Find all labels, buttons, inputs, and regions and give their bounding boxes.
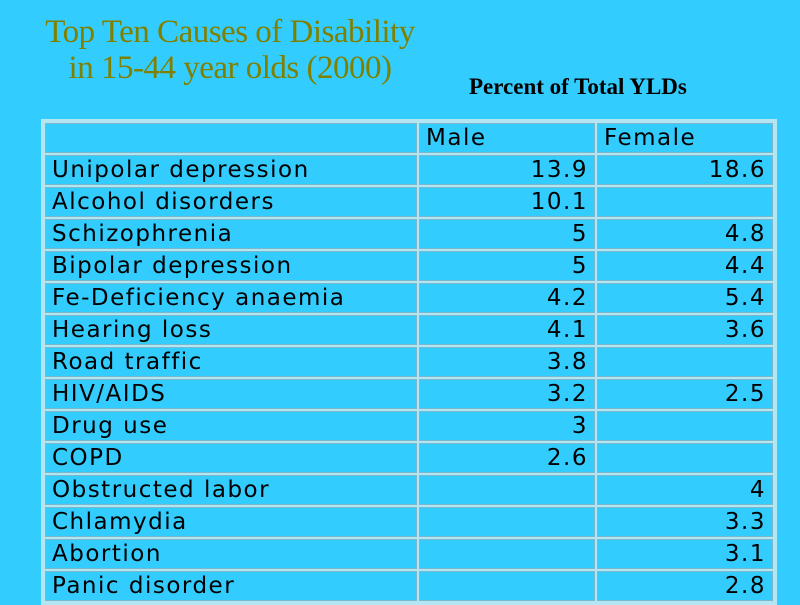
table-row: Obstructed labor 4 — [45, 475, 773, 505]
row-label-cell: Road traffic — [45, 347, 417, 377]
male-value-cell: 2.6 — [419, 443, 595, 473]
table-row: COPD 2.6 — [45, 443, 773, 473]
female-value-cell: 4.4 — [597, 251, 773, 281]
female-value-cell: 4.8 — [597, 219, 773, 249]
table-row: HIV/AIDS 3.2 2.5 — [45, 379, 773, 409]
female-value-cell: 3.3 — [597, 507, 773, 537]
table-row: Road traffic 3.8 — [45, 347, 773, 377]
table-row: Bipolar depression 5 4.4 — [45, 251, 773, 281]
table-row: Schizophrenia 5 4.8 — [45, 219, 773, 249]
disability-table: Male Female Unipolar depression 13.9 18.6 A… — [41, 119, 777, 605]
female-value-cell: 2.5 — [597, 379, 773, 409]
row-label-cell: HIV/AIDS — [45, 379, 417, 409]
male-value-cell — [419, 539, 595, 569]
male-value-cell: 4.1 — [419, 315, 595, 345]
male-value-cell — [419, 571, 595, 601]
female-value-cell — [597, 187, 773, 217]
header-cell-blank — [45, 123, 417, 153]
table-subtitle: Percent of Total YLDs — [469, 74, 687, 99]
row-label-cell: Chlamydia — [45, 507, 417, 537]
row-label-cell: Obstructed labor — [45, 475, 417, 505]
row-label-cell: Bipolar depression — [45, 251, 417, 281]
table-row: Fe-Deficiency anaemia 4.2 5.4 — [45, 283, 773, 313]
table-row: Abortion 3.1 — [45, 539, 773, 569]
male-value-cell: 5 — [419, 251, 595, 281]
table-row: Chlamydia 3.3 — [45, 507, 773, 537]
title-line-1: Top Ten Causes of Disability — [45, 14, 415, 50]
female-value-cell: 4 — [597, 475, 773, 505]
male-value-cell: 3.2 — [419, 379, 595, 409]
table-row: Hearing loss 4.1 3.6 — [45, 315, 773, 345]
female-value-cell — [597, 411, 773, 441]
table-row: Alcohol disorders 10.1 — [45, 187, 773, 217]
row-label-cell: Schizophrenia — [45, 219, 417, 249]
row-label-cell: Alcohol disorders — [45, 187, 417, 217]
female-value-cell: 18.6 — [597, 155, 773, 185]
male-value-cell: 13.9 — [419, 155, 595, 185]
male-value-cell: 4.2 — [419, 283, 595, 313]
female-value-cell: 3.6 — [597, 315, 773, 345]
row-label-cell: Drug use — [45, 411, 417, 441]
male-value-cell: 3 — [419, 411, 595, 441]
table-row: Drug use 3 — [45, 411, 773, 441]
row-label-cell: Fe-Deficiency anaemia — [45, 283, 417, 313]
row-label-cell: Panic disorder — [45, 571, 417, 601]
header-cell-male: Male — [419, 123, 595, 153]
female-value-cell — [597, 443, 773, 473]
table-row: Unipolar depression 13.9 18.6 — [45, 155, 773, 185]
table-row: Panic disorder 2.8 — [45, 571, 773, 601]
slide-title: Top Ten Causes of Disability in 15-44 ye… — [10, 14, 450, 86]
male-value-cell — [419, 475, 595, 505]
female-value-cell: 3.1 — [597, 539, 773, 569]
row-label-cell: Unipolar depression — [45, 155, 417, 185]
female-value-cell: 2.8 — [597, 571, 773, 601]
male-value-cell — [419, 507, 595, 537]
table-header-row: Male Female — [45, 123, 773, 153]
male-value-cell: 10.1 — [419, 187, 595, 217]
row-label-cell: COPD — [45, 443, 417, 473]
row-label-cell: Hearing loss — [45, 315, 417, 345]
male-value-cell: 3.8 — [419, 347, 595, 377]
row-label-cell: Abortion — [45, 539, 417, 569]
header-cell-female: Female — [597, 123, 773, 153]
female-value-cell — [597, 347, 773, 377]
female-value-cell: 5.4 — [597, 283, 773, 313]
title-line-2: in 15-44 year olds (2000) — [68, 50, 392, 86]
male-value-cell: 5 — [419, 219, 595, 249]
